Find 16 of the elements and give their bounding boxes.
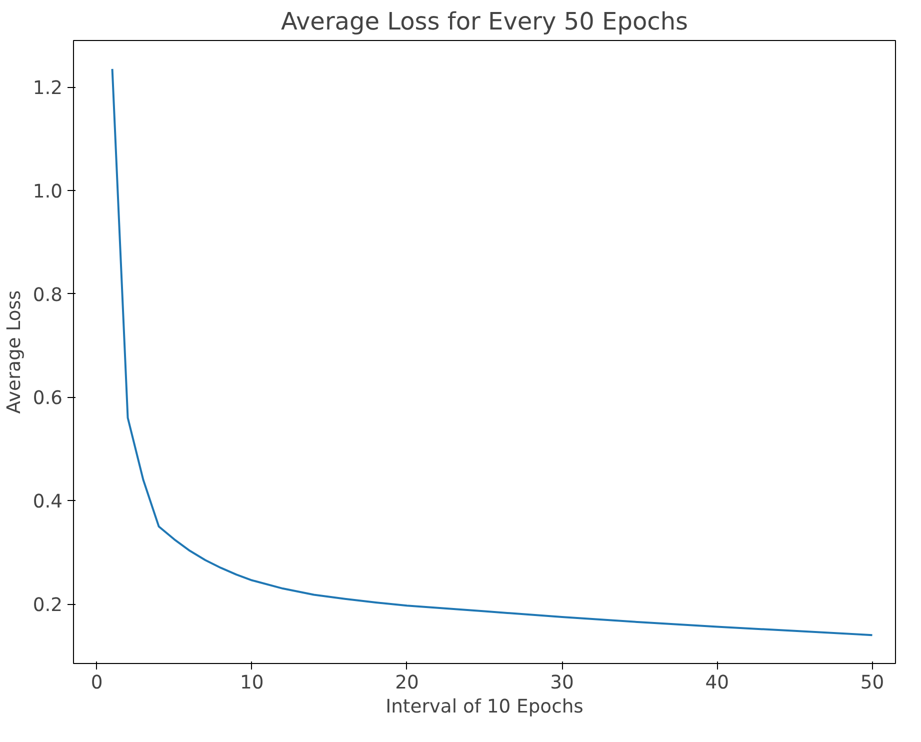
x-tick-label: 50 — [860, 672, 884, 694]
y-axis-title: Average Loss — [4, 290, 25, 414]
x-tick-label: 10 — [240, 672, 264, 694]
x-tick-label: 0 — [90, 672, 103, 694]
y-tick-label: 0.6 — [32, 388, 62, 410]
x-tick-label: 40 — [705, 672, 730, 694]
x-tick-label: 20 — [395, 672, 419, 694]
y-tick-label: 0.8 — [32, 284, 62, 306]
line-series — [111, 68, 874, 636]
y-tick-label: 0.2 — [32, 595, 62, 616]
x-axis-title: Interval of 10 Epochs — [386, 696, 584, 718]
chart-title: Average Loss for Every 50 Epochs — [280, 8, 688, 36]
y-tick-label: 1.0 — [32, 181, 62, 202]
x-tick-label: 30 — [550, 672, 574, 694]
y-tick-label: 1.2 — [32, 78, 62, 100]
y-tick-label: 0.4 — [32, 492, 62, 513]
